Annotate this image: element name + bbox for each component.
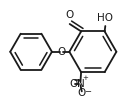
Text: O: O [65,10,73,20]
Text: HO: HO [97,13,113,23]
Text: O: O [58,47,66,57]
Text: O: O [69,79,77,89]
Text: +: + [83,75,88,81]
Text: N: N [77,79,84,89]
Text: O: O [78,88,86,98]
Text: −: − [84,87,91,96]
